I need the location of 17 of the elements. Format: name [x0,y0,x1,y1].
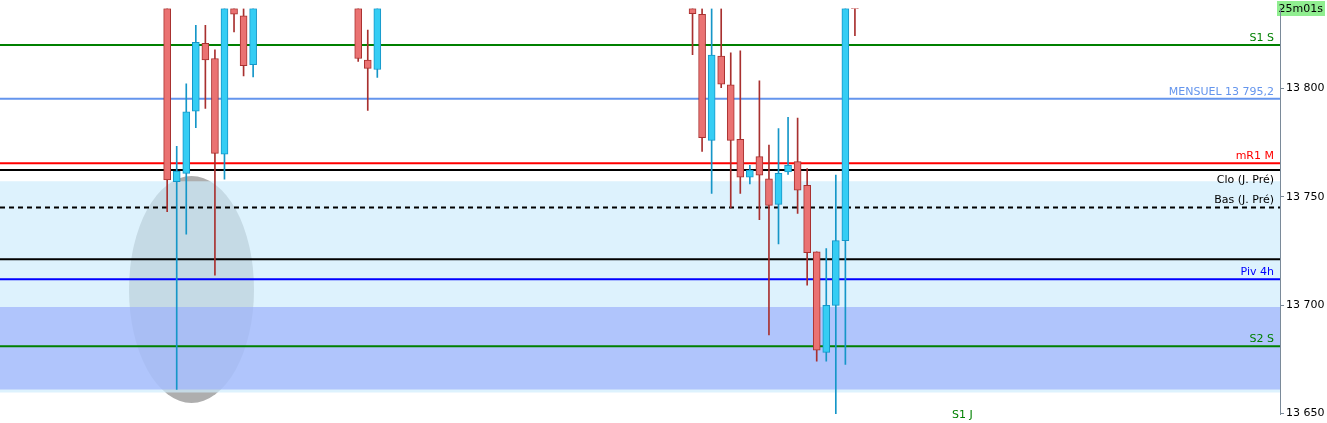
y-tick-label: 13 750 [1286,189,1325,203]
y-tick-label: 13 700 [1286,298,1325,312]
ref-line-label: Clo (J. Pré) [1216,172,1274,186]
ref-line-label: Piv 4h [1240,265,1275,279]
ref-line-label: Bas (J. Pré) [1214,193,1274,207]
candlestick [765,144,773,336]
ref-line-label: S2 S [1249,332,1275,346]
ref-line-label: mR1 M [1235,149,1274,163]
candlestick [784,117,792,175]
candlestick [363,29,372,111]
candlestick [172,145,181,390]
y-tick-label: 13 800 [1286,81,1325,95]
y-tick-label: 13 650 [1286,406,1325,420]
annotation: S1 J [952,408,973,421]
ref-line-label: S1 S [1249,31,1275,45]
ref-line-label: MENSUEL 13 795,2 [1168,84,1274,98]
annotation: 25m01s [1276,1,1325,16]
